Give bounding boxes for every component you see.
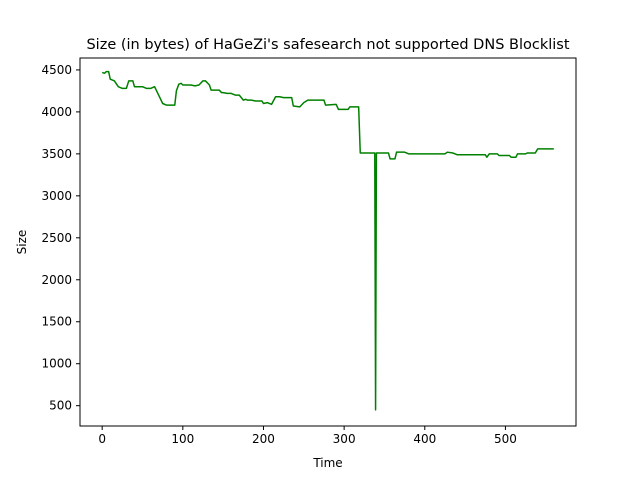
series-line-0: [101, 70, 554, 411]
y-tick-label: 2000: [41, 273, 72, 287]
y-tick-label: 3000: [41, 189, 72, 203]
y-tick-label: 4500: [41, 63, 72, 77]
y-tick-label: 1000: [41, 357, 72, 371]
y-tick-label: 3500: [41, 147, 72, 161]
x-tick-label: 100: [171, 432, 194, 446]
chart-title: Size (in bytes) of HaGeZi's safesearch n…: [86, 37, 569, 53]
y-tick-label: 4000: [41, 105, 72, 119]
series-layer: [101, 70, 554, 411]
y-axis-label: Size: [15, 230, 29, 255]
y-tick-label: 2500: [41, 231, 72, 245]
x-tick-label: 400: [413, 432, 436, 446]
x-tick-label: 0: [98, 432, 106, 446]
y-tick-label: 500: [49, 399, 72, 413]
x-tick-label: 500: [494, 432, 517, 446]
x-axis-label: Time: [312, 456, 342, 470]
x-tick-label: 300: [333, 432, 356, 446]
y-axis: 500 1000 1500 2000 2500 3000 3500 4000 4500: [41, 63, 80, 413]
plot-frame: [79, 57, 577, 427]
x-axis: 0 100 200 300 400 500: [98, 426, 517, 446]
x-tick-label: 200: [252, 432, 275, 446]
y-tick-label: 1500: [41, 315, 72, 329]
